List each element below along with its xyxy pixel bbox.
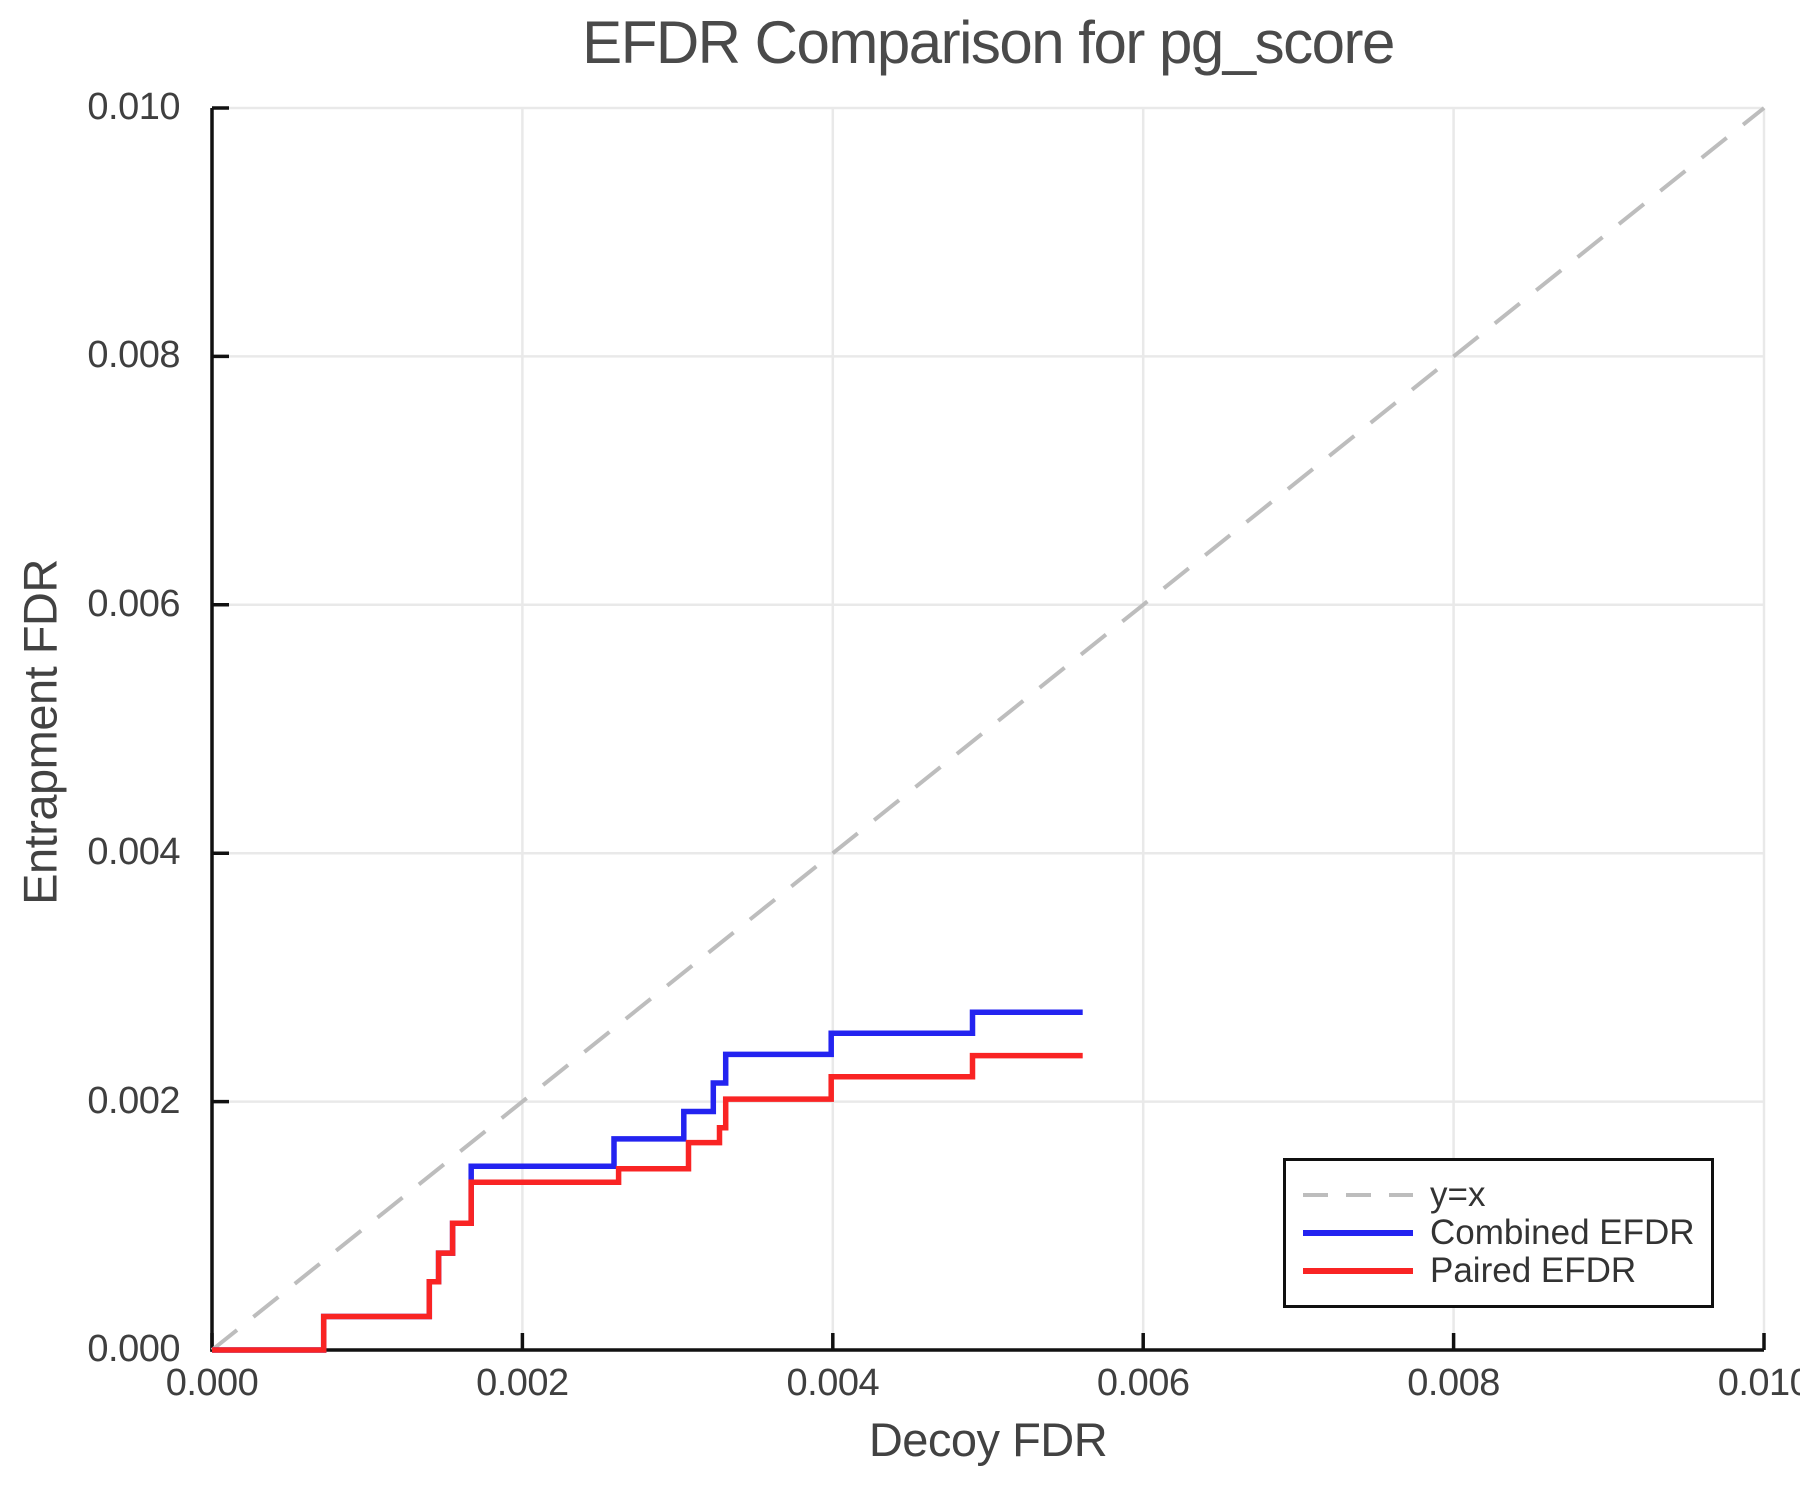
legend-row-identity: y=x: [1303, 1175, 1711, 1214]
y-tick-label: 0.004: [87, 831, 180, 874]
x-axis-label: Decoy FDR: [868, 1413, 1108, 1466]
legend-row-paired: Paired EFDR: [1303, 1251, 1711, 1290]
x-tick-label: 0.002: [476, 1362, 569, 1404]
x-tick-label: 0.004: [786, 1362, 880, 1404]
x-tick-label: 0.006: [1096, 1362, 1190, 1404]
series-y-x: [210, 106, 1766, 1352]
legend-label-combined: Combined EFDR: [1430, 1213, 1695, 1252]
legend-label-identity: y=x: [1430, 1175, 1486, 1214]
y-tick-label: 0.010: [87, 86, 180, 128]
paired-line-sample: [1303, 1268, 1413, 1274]
legend: y=x Combined EFDR Paired EFDR: [1283, 1158, 1714, 1308]
series-combined-efdr: [212, 1009, 1083, 1353]
chart-title: EFDR Comparison for pg_score: [582, 9, 1395, 76]
x-tick-label: 0.008: [1407, 1362, 1500, 1404]
x-tick-label: 0.000: [165, 1362, 259, 1404]
x-tick-label: 0.010: [1717, 1362, 1800, 1404]
y-tick-label: 0.006: [87, 582, 180, 625]
legend-label-paired: Paired EFDR: [1430, 1251, 1637, 1290]
series-paired-efdr: [212, 1052, 1083, 1353]
y-tick-label: 0.000: [87, 1328, 180, 1370]
y-tick-label: 0.008: [87, 334, 180, 377]
y-tick-label: 0.002: [87, 1079, 180, 1122]
combined-line-sample: [1303, 1230, 1413, 1236]
legend-row-combined: Combined EFDR: [1303, 1213, 1711, 1252]
identity-line-sample: [1303, 1193, 1413, 1197]
